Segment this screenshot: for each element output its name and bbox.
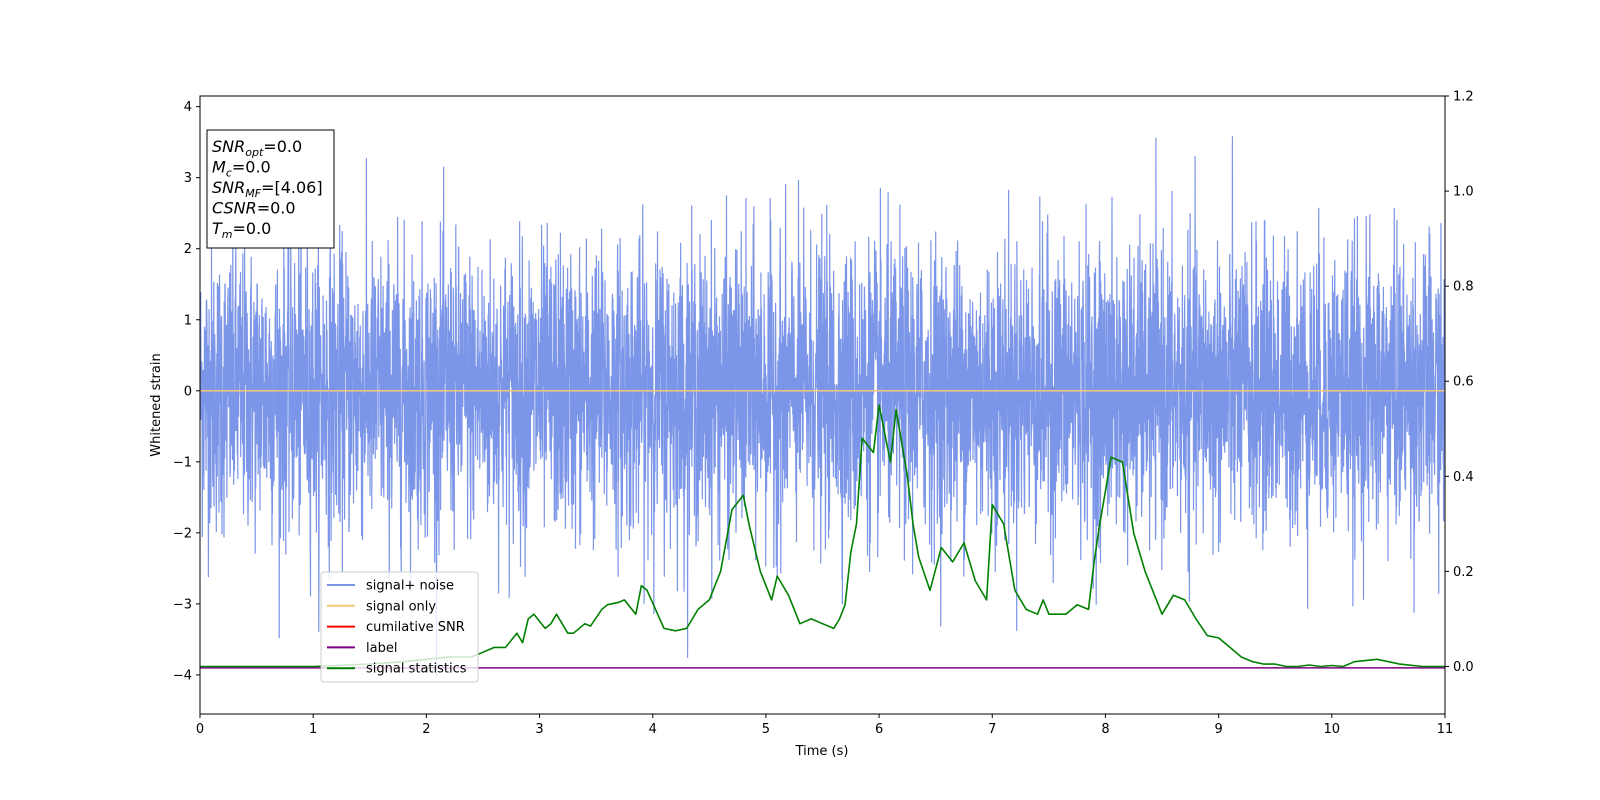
legend: signal+ noise signal only cumilative SNR la… xyxy=(320,571,479,683)
y-right-tick-label: 1.0 xyxy=(1453,185,1474,200)
x-tick-label: 6 xyxy=(875,722,883,737)
y-right-tick-label: 0.0 xyxy=(1453,660,1474,675)
y-axis-label: Whitened strain xyxy=(149,353,164,456)
x-axis: 0 1 2 3 4 5 6 7 8 9 10 11 xyxy=(196,714,1453,737)
legend-frame xyxy=(320,571,479,683)
y-left-tick-label: −1 xyxy=(173,455,192,470)
legend-label: label xyxy=(366,641,397,656)
x-axis-label: Time (s) xyxy=(795,744,849,759)
y-right-tick-label: 0.6 xyxy=(1453,375,1474,390)
x-tick-label: 2 xyxy=(422,722,430,737)
info-box-line: Mc=0.0 xyxy=(212,158,271,180)
y-right-tick-label: 0.4 xyxy=(1453,470,1474,485)
x-tick-label: 10 xyxy=(1324,722,1341,737)
info-box-line: SNRopt=0.0 xyxy=(212,137,302,159)
y-left-tick-label: −2 xyxy=(173,526,192,541)
info-box-frame xyxy=(206,129,335,249)
y-left-tick-label: 4 xyxy=(184,100,192,115)
x-tick-label: 7 xyxy=(988,722,996,737)
y-right-tick-label: 0.8 xyxy=(1453,280,1474,295)
x-tick-label: 8 xyxy=(1101,722,1109,737)
info-box-line: Tm=0.0 xyxy=(212,219,271,241)
legend-label: cumilative SNR xyxy=(366,620,465,635)
legend-label: signal only xyxy=(366,599,436,614)
x-tick-label: 5 xyxy=(762,722,770,737)
series-signal-noise-line xyxy=(200,136,1445,677)
y-left-tick-label: −3 xyxy=(173,597,192,612)
y-left-tick-label: 0 xyxy=(184,384,192,399)
legend-label: signal statistics xyxy=(366,662,467,677)
info-box: SNRopt=0.0Mc=0.0SNRMF=[4.06]CSNR=0.0Tm=0… xyxy=(206,129,335,249)
series-signal-statistics-line xyxy=(200,404,1445,668)
y-left-tick-label: 3 xyxy=(184,171,192,186)
y-left-tick-label: 2 xyxy=(184,242,192,257)
x-tick-label: 4 xyxy=(649,722,657,737)
legend-label: signal+ noise xyxy=(366,579,454,594)
y-axis-right: 0.0 0.2 0.4 0.6 0.8 1.0 1.2 xyxy=(1445,90,1474,675)
info-box-line: CSNR=0.0 xyxy=(212,199,296,218)
y-right-tick-label: 0.2 xyxy=(1453,565,1474,580)
x-tick-label: 1 xyxy=(309,722,317,737)
axes-frame xyxy=(199,95,1446,715)
x-tick-label: 3 xyxy=(535,722,543,737)
info-box-line: SNRMF=[4.06] xyxy=(212,178,323,200)
x-tick-label: 9 xyxy=(1214,722,1222,737)
y-left-tick-label: −4 xyxy=(173,668,192,683)
x-tick-label: 0 xyxy=(196,722,204,737)
y-axis-left: −4 −3 −2 −1 0 1 2 3 4 xyxy=(173,100,200,683)
y-left-tick-label: 1 xyxy=(184,313,192,328)
x-tick-label: 11 xyxy=(1437,722,1454,737)
y-right-tick-label: 1.2 xyxy=(1453,90,1474,105)
